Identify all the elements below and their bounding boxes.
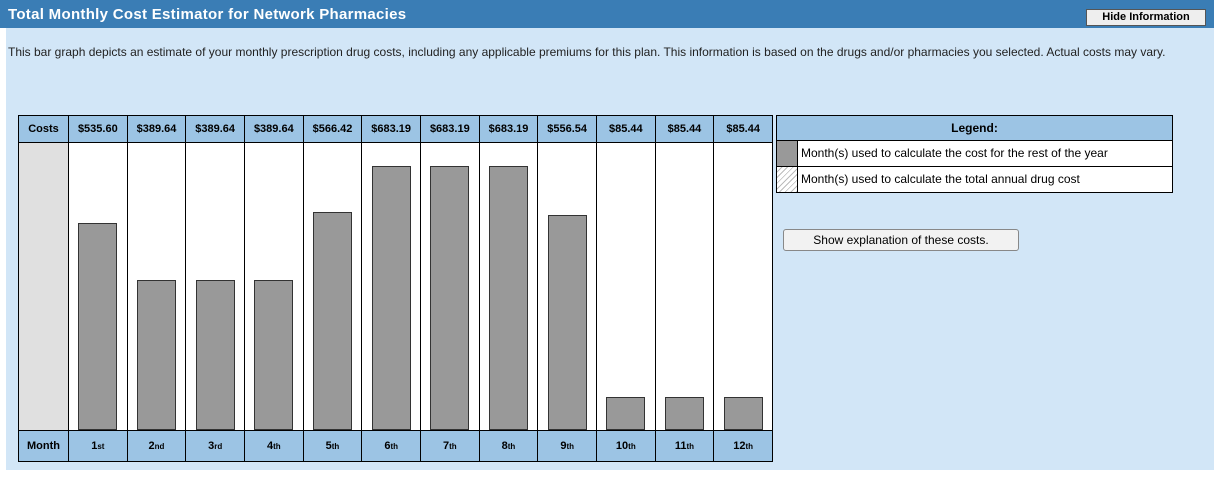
row-label: Month	[18, 430, 69, 462]
cost-label: $85.44	[596, 115, 656, 143]
cost-label: $535.60	[68, 115, 128, 143]
bar	[430, 166, 470, 430]
cost-label: $389.64	[126, 115, 187, 143]
cost-label: $683.19	[420, 115, 480, 143]
bar	[547, 215, 587, 430]
legend-label: Month(s) used to calculate the total ann…	[797, 166, 1173, 193]
left-column	[18, 142, 69, 431]
title: Total Monthly Cost Estimator for Network…	[8, 6, 407, 23]
hide-information-button[interactable]: Hide Information	[1086, 9, 1206, 26]
bar	[254, 279, 294, 430]
bar	[723, 397, 763, 430]
description: This bar graph depicts an estimate of yo…	[8, 45, 1166, 59]
cost-label: $566.42	[302, 115, 363, 143]
cost-label: $389.64	[185, 115, 245, 143]
bar	[78, 223, 118, 430]
bar	[489, 166, 528, 430]
legend-label: Month(s) used to calculate the cost for …	[797, 140, 1173, 167]
row-label: Costs	[18, 115, 69, 143]
cost-label: $683.19	[361, 115, 421, 143]
bar	[313, 211, 352, 430]
plot-column	[654, 142, 715, 431]
cost-label: $85.44	[713, 115, 773, 143]
bar	[606, 397, 646, 430]
plot-column	[596, 142, 656, 431]
bar	[137, 279, 176, 430]
bar	[195, 279, 235, 430]
bar	[371, 166, 411, 430]
cost-label: $683.19	[478, 115, 539, 143]
explain-button[interactable]: Show explanation of these costs.	[783, 229, 1019, 251]
header-bar	[0, 0, 1214, 28]
bar	[665, 397, 704, 430]
cost-label: $556.54	[537, 115, 597, 143]
legend-swatch	[776, 166, 798, 193]
cost-label: $389.64	[244, 115, 304, 143]
legend-title: Legend:	[776, 115, 1173, 141]
plot-column	[713, 142, 773, 431]
legend-swatch	[776, 140, 798, 167]
cost-label: $85.44	[654, 115, 715, 143]
